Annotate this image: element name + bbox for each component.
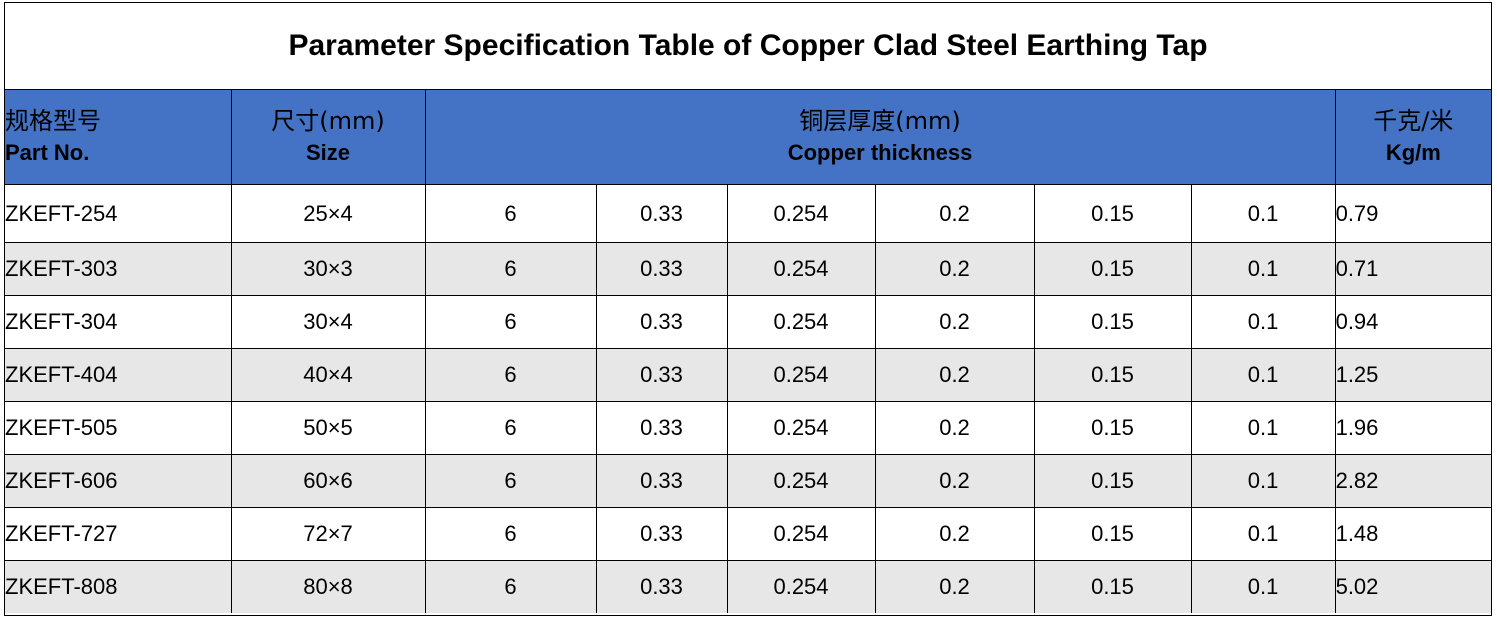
table-body: ZKEFT-254 25×4 6 0.33 0.254 0.2 0.15 0.1 0.79 ZKE… [5,184,1492,613]
cell-copper-thickness: 0.15 [1033,242,1192,296]
cell-size: 50×5 [230,401,426,455]
cell-copper-thickness: 0.33 [595,560,728,613]
header-thickness-en: Copper thickness [787,140,973,165]
header-size-en: Size [305,140,351,165]
header-weight-en: Kg/m [1385,140,1441,165]
header-copper-thickness: 铜层厚度(mm) Copper thickness [424,90,1336,185]
cell-copper-thickness: 0.254 [726,184,876,243]
cell-part-no: ZKEFT-404 [5,348,232,402]
cell-copper-thickness: 0.1 [1190,507,1336,561]
cell-size: 60×6 [230,454,426,508]
cell-copper-thickness: 0.15 [1033,295,1192,349]
cell-copper-thickness: 0.33 [595,507,728,561]
cell-kg-per-m: 1.96 [1334,401,1492,455]
cell-copper-thickness: 6 [424,507,597,561]
header-size-zh: 尺寸(mm) [271,107,385,135]
cell-copper-thickness: 0.254 [726,295,876,349]
cell-copper-thickness: 0.254 [726,348,876,402]
table-row: ZKEFT-606 60×6 6 0.33 0.254 0.2 0.15 0.1 2.82 [5,454,1492,508]
cell-copper-thickness: 0.2 [874,295,1035,349]
header-part-no: 规格型号 Part No. [5,90,232,185]
cell-copper-thickness: 6 [424,560,597,613]
cell-copper-thickness: 0.1 [1190,560,1336,613]
cell-copper-thickness: 0.15 [1033,348,1192,402]
table-row: ZKEFT-808 80×8 6 0.33 0.254 0.2 0.15 0.1 5.02 [5,560,1492,613]
cell-copper-thickness: 0.2 [874,242,1035,296]
cell-copper-thickness: 0.15 [1033,507,1192,561]
cell-copper-thickness: 0.254 [726,401,876,455]
cell-part-no: ZKEFT-808 [5,560,232,613]
cell-size: 72×7 [230,507,426,561]
cell-copper-thickness: 6 [424,348,597,402]
header-part-zh: 规格型号 [5,107,101,135]
cell-size: 40×4 [230,348,426,402]
cell-kg-per-m: 5.02 [1334,560,1492,613]
cell-part-no: ZKEFT-303 [5,242,232,296]
cell-part-no: ZKEFT-254 [5,184,232,243]
header-weight-zh: 千克/米 [1373,107,1454,135]
header-weight: 千克/米 Kg/m [1334,90,1492,185]
cell-copper-thickness: 0.2 [874,348,1035,402]
cell-copper-thickness: 0.254 [726,242,876,296]
spec-table: 规格型号 Part No. 尺寸(mm) Size 铜层厚度(mm) Coppe… [5,90,1492,613]
cell-copper-thickness: 6 [424,401,597,455]
cell-kg-per-m: 0.94 [1334,295,1492,349]
cell-size: 30×3 [230,242,426,296]
cell-copper-thickness: 0.33 [595,401,728,455]
table-row: ZKEFT-304 30×4 6 0.33 0.254 0.2 0.15 0.1 0.94 [5,295,1492,349]
cell-copper-thickness: 0.254 [726,507,876,561]
cell-copper-thickness: 0.1 [1190,184,1336,243]
table-row: ZKEFT-404 40×4 6 0.33 0.254 0.2 0.15 0.1 1.25 [5,348,1492,402]
cell-copper-thickness: 0.15 [1033,401,1192,455]
cell-kg-per-m: 0.79 [1334,184,1492,243]
cell-copper-thickness: 6 [424,184,597,243]
cell-kg-per-m: 2.82 [1334,454,1492,508]
cell-part-no: ZKEFT-505 [5,401,232,455]
cell-copper-thickness: 6 [424,295,597,349]
table-row: ZKEFT-727 72×7 6 0.33 0.254 0.2 0.15 0.1 1.48 [5,507,1492,561]
cell-copper-thickness: 0.2 [874,560,1035,613]
header-thickness-zh: 铜层厚度(mm) [799,107,961,135]
cell-kg-per-m: 0.71 [1334,242,1492,296]
cell-copper-thickness: 0.15 [1033,560,1192,613]
cell-copper-thickness: 0.2 [874,454,1035,508]
cell-copper-thickness: 0.33 [595,348,728,402]
cell-size: 25×4 [230,184,426,243]
cell-copper-thickness: 0.1 [1190,401,1336,455]
cell-copper-thickness: 0.33 [595,242,728,296]
cell-part-no: ZKEFT-606 [5,454,232,508]
cell-copper-thickness: 0.33 [595,454,728,508]
cell-copper-thickness: 0.33 [595,184,728,243]
header-part-en: Part No. [5,140,90,165]
cell-copper-thickness: 0.15 [1033,454,1192,508]
cell-copper-thickness: 0.33 [595,295,728,349]
cell-size: 30×4 [230,295,426,349]
table-row: ZKEFT-303 30×3 6 0.33 0.254 0.2 0.15 0.1 0.71 [5,242,1492,296]
cell-part-no: ZKEFT-727 [5,507,232,561]
cell-copper-thickness: 6 [424,242,597,296]
cell-copper-thickness: 0.2 [874,401,1035,455]
cell-copper-thickness: 0.1 [1190,348,1336,402]
cell-copper-thickness: 0.2 [874,184,1035,243]
spec-table-frame: Parameter Specification Table of Copper … [4,2,1492,616]
cell-copper-thickness: 0.1 [1190,295,1336,349]
cell-copper-thickness: 6 [424,454,597,508]
cell-kg-per-m: 1.25 [1334,348,1492,402]
cell-copper-thickness: 0.2 [874,507,1035,561]
cell-copper-thickness: 0.15 [1033,184,1192,243]
cell-copper-thickness: 0.254 [726,454,876,508]
cell-copper-thickness: 0.1 [1190,454,1336,508]
cell-size: 80×8 [230,560,426,613]
header-row: 规格型号 Part No. 尺寸(mm) Size 铜层厚度(mm) Coppe… [5,90,1492,185]
cell-kg-per-m: 1.48 [1334,507,1492,561]
cell-copper-thickness: 0.1 [1190,242,1336,296]
header-size: 尺寸(mm) Size [230,90,426,185]
cell-part-no: ZKEFT-304 [5,295,232,349]
cell-copper-thickness: 0.254 [726,560,876,613]
table-title: Parameter Specification Table of Copper … [5,3,1491,90]
table-row: ZKEFT-505 50×5 6 0.33 0.254 0.2 0.15 0.1 1.96 [5,401,1492,455]
table-row: ZKEFT-254 25×4 6 0.33 0.254 0.2 0.15 0.1 0.79 [5,184,1492,243]
